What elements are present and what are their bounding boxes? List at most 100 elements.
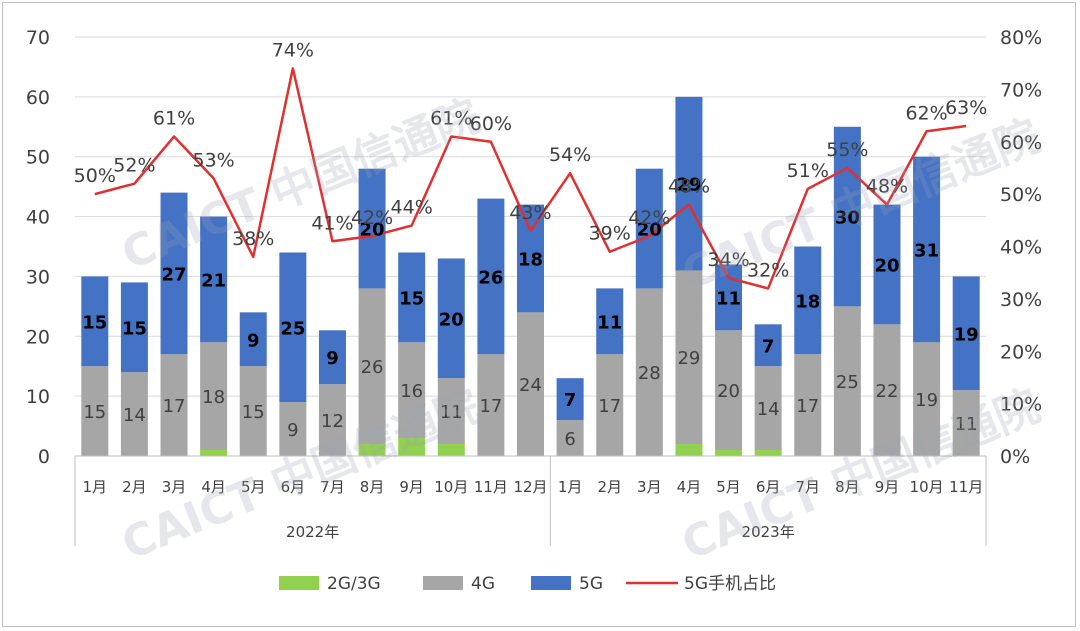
bar-5g [81,276,109,367]
bar-4g [437,378,465,445]
bars [81,96,980,456]
label-5g: 20 [439,309,464,330]
x-tick-label: 11月 [949,478,983,496]
bar-5g [200,216,228,343]
bar-2g3g [715,450,743,456]
label-5g: 27 [161,264,186,285]
share-label: 51% [787,160,829,182]
axes: 0 10 20 30 40 50 60 70 0% 10% 20% 30% 40% 50% 60% 70% 80… [26,27,1042,546]
share-label: 48% [668,176,710,198]
label-5g: 20 [637,220,662,241]
y2-tick-label: 10% [1000,394,1042,416]
x-tick-label: 9月 [399,478,424,496]
label-5g: 9 [326,348,339,369]
bar-4g [952,390,980,456]
x-tick-label: 7月 [320,478,345,496]
bar-4g [675,270,703,445]
share-label: 60% [470,113,512,135]
label-4g: 17 [163,396,186,417]
label-4g: 22 [876,381,899,402]
share-label: 44% [391,197,433,219]
label-4g: 19 [915,390,938,411]
share-label: 74% [272,39,314,61]
label-5g: 20 [360,220,385,241]
bar-5g [913,156,941,343]
bar-5g [873,204,901,325]
x-tick-label: 7月 [795,478,820,496]
bar-2g3g [675,444,703,456]
label-4g: 18 [202,387,225,408]
bar-5g [477,198,505,355]
x-tick-label: 11月 [474,478,508,496]
bar-4g [120,372,148,456]
y2-tick-label: 40% [1000,237,1042,259]
label-4g: 9 [287,420,298,441]
bar-4g [318,384,346,456]
share-label: 34% [707,249,749,271]
y-tick-label: 20 [26,326,50,348]
bar-5g [239,312,267,367]
label-4g: 11 [955,414,978,435]
x-tick-label: 4月 [201,478,226,496]
y2-tick-label: 50% [1000,184,1042,206]
label-5g: 18 [795,291,820,312]
x-tick-label: 6月 [281,478,306,496]
legend-swatch [279,576,319,590]
label-5g: 15 [82,312,107,333]
bar-5g [398,252,426,343]
label-4g: 17 [479,396,502,417]
bar-4g [81,366,109,456]
share-label: 39% [589,223,631,245]
share-line-layer [94,67,967,290]
x-tick-label: 12月 [513,478,547,496]
y2-tick-label: 80% [1000,27,1042,49]
bar-4g [358,288,386,445]
group-label: 2023年 [742,523,795,541]
share-label: 61% [153,108,195,130]
label-5g: 7 [762,336,775,357]
y-tick-label: 30 [26,266,50,288]
share-label: 54% [549,144,591,166]
label-4g: 20 [717,381,740,402]
x-tick-label: 10月 [434,478,468,496]
bar-4g [913,342,941,456]
bar-4g [279,402,307,456]
label-5g: 30 [835,208,860,229]
bar-5g [279,252,307,403]
x-tick-label: 8月 [835,478,860,496]
x-tick-label: 5月 [241,478,266,496]
label-4g: 28 [638,363,661,384]
label-5g: 29 [676,175,701,196]
share-label: 42% [628,207,670,229]
y2-tick-label: 30% [1000,289,1042,311]
x-tick-label: 9月 [875,478,900,496]
y-tick-label: 0 [38,446,50,468]
bar-5g [318,330,346,385]
y2-tick-label: 70% [1000,79,1042,101]
x-tick-label: 4月 [677,478,702,496]
label-5g: 15 [122,318,147,339]
legend-label: 2G/3G [327,574,381,594]
bar-2g3g [200,450,228,456]
group-label: 2022年 [286,523,339,541]
x-tick-label: 3月 [162,478,187,496]
bar-4g [635,288,663,456]
legend-label: 5G [579,574,603,594]
label-5g: 9 [247,330,260,351]
legend-label: 4G [471,574,495,594]
label-4g: 11 [440,402,463,423]
x-tick-label: 8月 [360,478,385,496]
y-tick-label: 60 [26,87,50,109]
share-label: 38% [232,228,274,250]
x-tick-label: 3月 [637,478,662,496]
label-5g: 15 [399,288,424,309]
label-5g: 11 [597,312,622,333]
label-4g: 6 [564,429,575,450]
x-tick-label: 6月 [756,478,781,496]
share-label: 63% [945,97,987,119]
bar-5g [160,192,188,355]
share-label: 48% [866,176,908,198]
bar-5g [794,246,822,355]
label-5g: 25 [280,318,305,339]
